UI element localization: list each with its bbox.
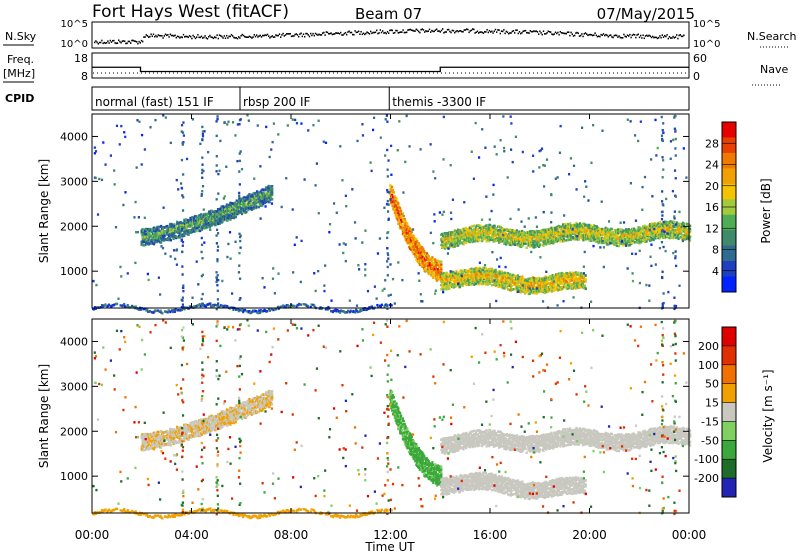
cpid-frame xyxy=(91,86,690,111)
power-echoes xyxy=(92,114,692,315)
date-label: 07/May/2015 xyxy=(597,5,695,23)
noise-frame xyxy=(91,21,690,49)
colorbar-tick-label: -50 xyxy=(701,434,719,447)
colorbar-swatch xyxy=(722,183,736,200)
colorbar-tick-label: 28 xyxy=(705,137,719,150)
power-colorbar: 28 24 20 16 12 8 4 xyxy=(705,121,737,293)
freq-tick-low: 8 xyxy=(81,70,88,83)
colorbar-swatch xyxy=(722,168,736,185)
colorbar-swatch xyxy=(722,459,736,479)
nsearch-tick-high: 10^5 xyxy=(693,19,720,30)
colorbar-swatch xyxy=(722,122,736,138)
colorbar-swatch xyxy=(722,230,736,247)
colorbar-swatch xyxy=(722,214,736,231)
frequency-trace xyxy=(92,66,689,73)
freq-tick-high: 18 xyxy=(74,52,88,65)
colorbar-swatch xyxy=(722,261,736,278)
cpid-panel: CPID normal (fast) 151 IF rbsp 200 IF them… xyxy=(5,86,690,111)
colorbar-swatch xyxy=(722,137,736,154)
velocity-panel: 4000 3000 2000 1000 Slant Range [km] 200 100… xyxy=(37,318,775,520)
x-axis-label: Time UT xyxy=(364,540,415,554)
colorbar-tick-label: 20 xyxy=(705,180,719,193)
y-tick-label: 2000 xyxy=(60,220,88,233)
x-axis: 00:00 04:00 08:00 12:00 16:00 20:00 00:00 xyxy=(75,114,707,542)
velocity-ylabel: Slant Range [km] xyxy=(37,364,51,468)
freq-label: Freq. xyxy=(7,53,34,66)
y-tick-label: 4000 xyxy=(60,335,88,348)
colorbar-tick-label: 100 xyxy=(698,359,719,372)
freq-panel: Freq. [MHz] 18 8 60 0 Nave xyxy=(3,52,788,86)
colorbar-swatch xyxy=(722,364,736,385)
colorbar-swatch xyxy=(722,345,736,366)
power-colorbar-label: Power [dB] xyxy=(759,178,773,243)
cpid-segment-label: rbsp 200 IF xyxy=(243,95,310,109)
colorbar-tick-label: -100 xyxy=(694,453,719,466)
x-tick-label: 00:00 xyxy=(672,528,707,542)
cpid-segment-label: normal (fast) 151 IF xyxy=(95,95,214,109)
power-ylabel: Slant Range [km] xyxy=(37,159,51,263)
colorbar-tick-label: 8 xyxy=(712,244,719,257)
noise-trace xyxy=(94,28,685,45)
nsky-tick-low: 10^0 xyxy=(61,39,88,50)
beam-label: Beam 07 xyxy=(355,5,422,23)
station-title: Fort Hays West (fitACF) xyxy=(92,2,289,22)
nave-tick-high: 60 xyxy=(693,52,707,65)
y-tick-label: 2000 xyxy=(60,425,88,438)
power-panel: 4000 3000 2000 1000 Slant Range [km] 28 24 20… xyxy=(37,113,773,315)
colorbar-swatch xyxy=(722,152,736,169)
colorbar-tick-label: 4 xyxy=(712,265,719,278)
nsky-label: N.Sky xyxy=(5,30,37,43)
noise-panel: N.Sky 10^5 10^0 10^5 10^0 N.Search xyxy=(3,19,797,50)
y-tick-label: 1000 xyxy=(60,470,88,483)
velocity-colorbar-label: Velocity [m s⁻¹] xyxy=(761,369,775,462)
nsky-tick-high: 10^5 xyxy=(61,19,88,30)
freq-unit-label: [MHz] xyxy=(3,67,35,80)
nave-label: Nave xyxy=(760,63,788,76)
colorbar-swatch xyxy=(722,478,736,498)
x-tick-label: 08:00 xyxy=(274,528,309,542)
colorbar-swatch xyxy=(722,245,736,262)
y-tick-label: 3000 xyxy=(60,175,88,188)
colorbar-tick-label: -15 xyxy=(701,415,719,428)
colorbar-tick-label: 200 xyxy=(698,340,719,353)
freq-frame xyxy=(91,52,690,79)
colorbar-swatch xyxy=(722,421,736,441)
colorbar-tick-label: 12 xyxy=(705,222,719,235)
x-tick-label: 16:00 xyxy=(473,528,508,542)
nsearch-tick-low: 10^0 xyxy=(693,39,720,50)
colorbar-swatch xyxy=(722,402,736,422)
x-tick-label: 00:00 xyxy=(75,528,110,542)
colorbar-tick-label: 16 xyxy=(705,201,719,214)
cpid-label: CPID xyxy=(5,92,34,105)
x-tick-label: 20:00 xyxy=(572,528,607,542)
colorbar-tick-label: 24 xyxy=(705,159,719,172)
colorbar-tick-label: 50 xyxy=(705,378,719,391)
colorbar-swatch xyxy=(722,383,736,404)
cpid-segment-label: themis -3300 IF xyxy=(392,95,486,109)
x-tick-label: 04:00 xyxy=(174,528,209,542)
velocity-colorbar: 200 100 50 15 -15 -50 -100 -200 xyxy=(694,326,737,498)
y-tick-label: 3000 xyxy=(60,380,88,393)
nave-tick-low: 0 xyxy=(693,70,700,83)
y-tick-label: 1000 xyxy=(60,265,88,278)
y-tick-label: 4000 xyxy=(60,130,88,143)
colorbar-swatch xyxy=(722,327,736,347)
colorbar-tick-label: -200 xyxy=(694,472,719,485)
colorbar-swatch xyxy=(722,276,736,293)
colorbar-tick-label: 15 xyxy=(705,397,719,410)
colorbar-swatch xyxy=(722,440,736,460)
x-tick-label: 12:00 xyxy=(373,528,408,542)
nsearch-label: N.Search xyxy=(747,30,797,43)
